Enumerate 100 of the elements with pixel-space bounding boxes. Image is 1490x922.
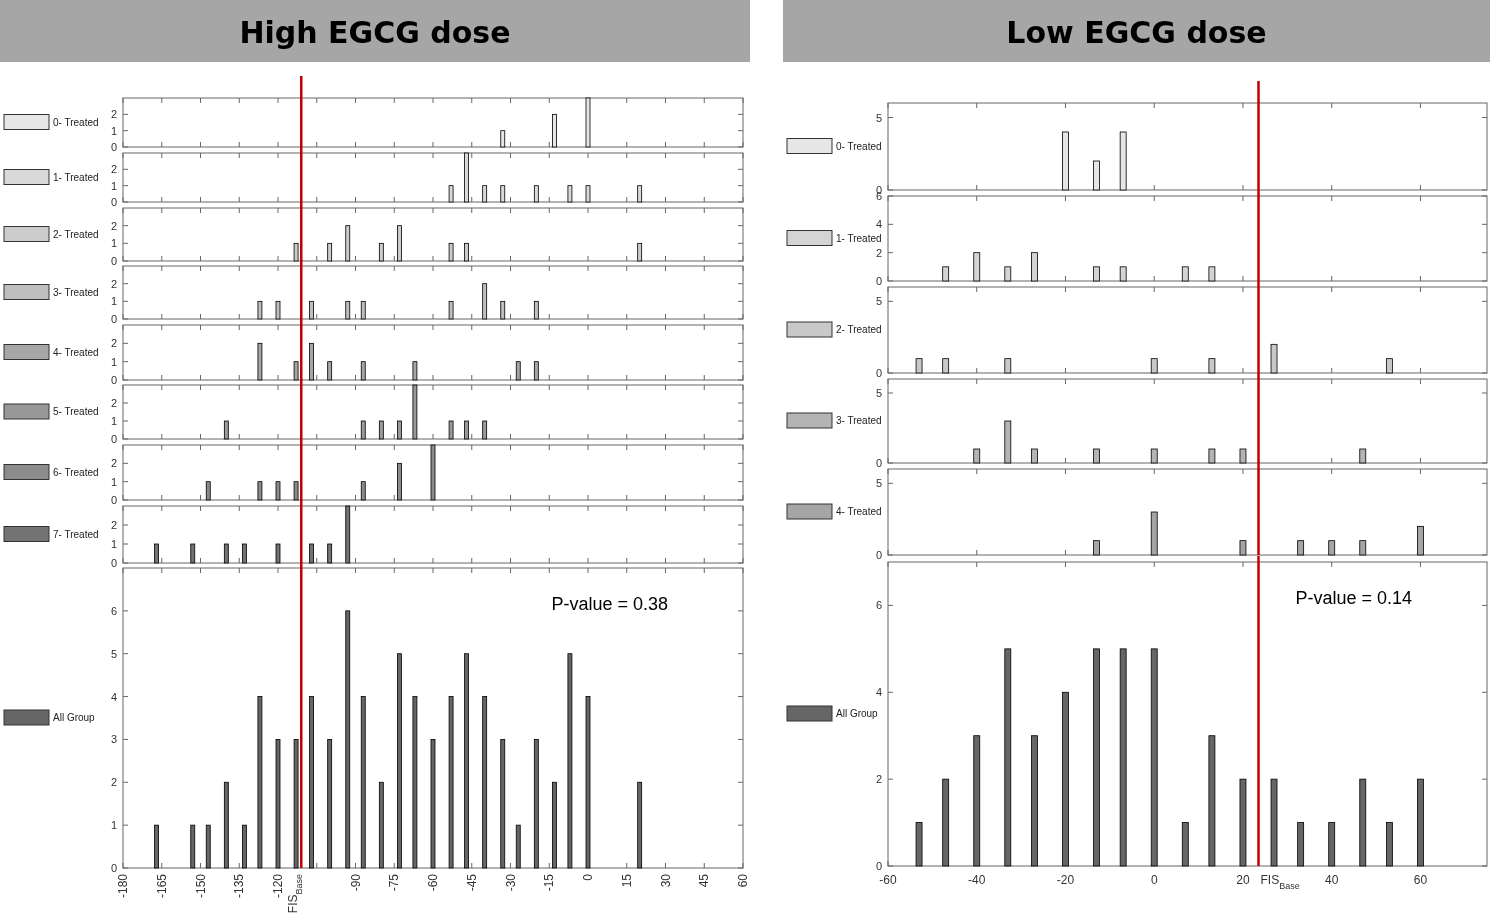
x-tick-label: -15 [542,873,557,892]
bar [1417,525,1424,556]
bar [1150,511,1158,556]
legend-label: 5- Treated [53,406,99,417]
legend-label: 3- Treated [53,286,99,298]
x-tick-label: 60 [1413,873,1428,887]
x-tick-label: -120 [271,873,285,899]
x-tick-label: -30 [503,873,518,892]
y-tick-label: 2 [110,519,117,531]
legend-label: 4- Treated [53,346,99,358]
chart-title: Low EGCG dose [1006,15,1267,50]
y-tick-label: 4 [875,686,882,699]
y-tick-label: 0 [110,557,117,569]
y-tick-label: 2 [110,163,117,176]
x-tick-label: -20 [1056,873,1075,887]
legend-label: 0- Treated [53,116,99,128]
y-tick-label: 2 [875,246,882,259]
y-tick-label: 5 [875,111,882,124]
y-tick-label: 1 [110,819,117,832]
y-tick-label: 1 [110,124,117,137]
x-tick-label: -135 [232,873,247,899]
bar [275,481,281,501]
y-tick-label: 2 [110,219,117,232]
legend-label: 1- Treated [836,232,882,244]
y-tick-label: 1 [110,538,117,550]
y-tick-label: 0 [110,196,117,208]
x-tick-label: -165 [154,873,169,899]
x-tick-label: -75 [387,873,402,892]
annotation: P-value = 0.38 [551,594,668,614]
legend-label: 1- Treated [53,171,99,183]
x-tick-label: 0 [581,873,595,881]
y-tick-label: 1 [110,355,117,368]
y-tick-label: 4 [110,690,117,703]
y-tick-label: 0 [875,457,882,469]
y-tick-label: 0 [110,494,117,506]
annotation: P-value = 0.14 [1295,588,1412,608]
y-tick-label: 2 [110,776,117,789]
x-tick-label: -150 [193,873,208,899]
bar [360,481,366,501]
y-tick-label: 5 [875,387,882,399]
y-tick-label: 1 [110,237,117,250]
y-tick-label: 5 [110,647,117,660]
y-tick-label: 1 [110,475,117,488]
bar [1359,540,1367,556]
x-tick-label: 0 [1150,873,1158,887]
bar [1297,540,1305,556]
y-tick-label: 3 [110,733,117,746]
y-tick-label: 2 [110,457,117,470]
bar [1239,540,1247,556]
bar [257,481,263,501]
x-tick-label: -45 [464,873,479,892]
bar [293,481,299,501]
x-tick-label: -60 [426,873,440,892]
y-tick-label: 0 [875,549,882,561]
y-tick-label: 2 [110,277,117,290]
y-tick-label: 0 [110,433,117,445]
x-tick-label: 15 [619,873,634,888]
y-tick-label: 0 [875,860,882,872]
bar [552,113,557,148]
y-tick-label: 2 [110,108,117,121]
y-tick-label: 0 [110,862,117,874]
legend-label: 7- Treated [53,528,99,540]
x-tick-label: -40 [968,873,986,887]
legend-label: 0- Treated [836,140,882,152]
bar [430,444,436,501]
bar [500,130,506,148]
y-tick-label: 0 [110,313,117,325]
x-tick-label: 60 [736,873,750,888]
y-tick-label: 0 [875,367,882,379]
y-tick-label: 2 [875,773,882,786]
y-tick-label: 4 [875,218,882,231]
x-tick-label: 30 [658,873,673,888]
bar [585,97,591,148]
y-tick-label: 0 [875,275,882,287]
y-tick-label: 1 [110,179,117,192]
y-tick-label: 5 [875,477,882,490]
y-tick-label: 6 [110,604,117,617]
bar [1328,540,1336,556]
x-tick-label: 40 [1325,873,1339,887]
legend-label: 4- Treated [836,506,882,517]
bar [1093,540,1100,556]
ref-line-label: FIS$_{Base}$ [1260,873,1300,891]
legend-label: All Group [53,712,96,723]
legend-label: 2- Treated [836,324,882,335]
legend-label: 2- Treated [53,228,99,240]
y-tick-label: 2 [110,337,117,350]
y-tick-label: 1 [110,415,117,427]
y-tick-label: 2 [110,397,117,409]
y-tick-label: 5 [875,295,882,308]
y-tick-label: 0 [110,141,117,153]
bar [205,481,211,501]
x-tick-label: -60 [879,873,897,887]
y-tick-label: 0 [110,374,117,386]
x-tick-label: 20 [1236,873,1250,887]
bar [397,462,402,501]
y-tick-label: 1 [110,295,117,308]
x-tick-label: 45 [697,873,712,888]
legend-label: All Group [836,708,879,719]
x-tick-label: -90 [348,873,363,892]
legend-label: 6- Treated [53,466,99,478]
